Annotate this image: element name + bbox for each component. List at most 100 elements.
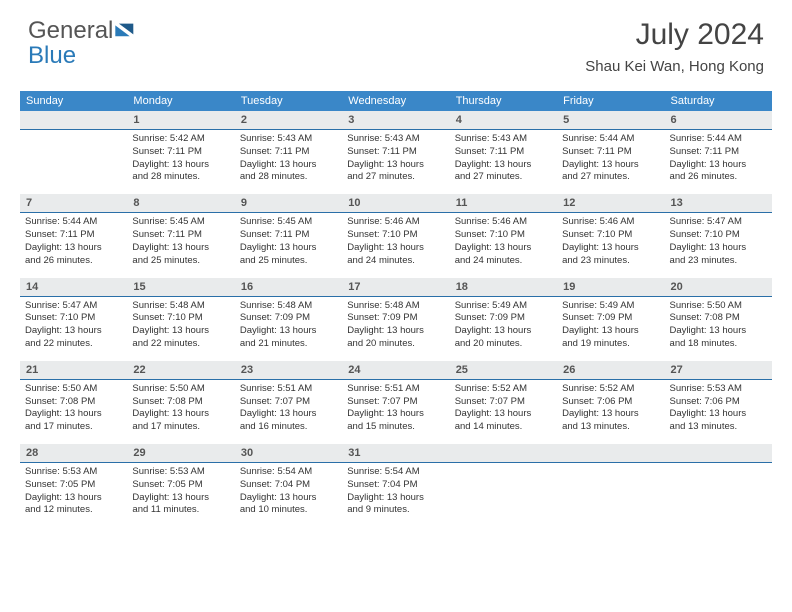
day-cell: Sunrise: 5:50 AMSunset: 7:08 PMDaylight:… bbox=[665, 296, 772, 361]
day-number: 15 bbox=[127, 278, 234, 297]
day-number bbox=[665, 444, 772, 463]
daylight-text: and 18 minutes. bbox=[670, 338, 767, 351]
daylight-text: Daylight: 13 hours bbox=[25, 408, 122, 421]
sunset-text: Sunset: 7:05 PM bbox=[25, 479, 122, 492]
day-cell: Sunrise: 5:54 AMSunset: 7:04 PMDaylight:… bbox=[235, 463, 342, 528]
sunset-text: Sunset: 7:10 PM bbox=[670, 229, 767, 242]
day-number: 24 bbox=[342, 361, 449, 380]
day-number: 3 bbox=[342, 111, 449, 130]
daylight-text: and 27 minutes. bbox=[562, 171, 659, 184]
sunset-text: Sunset: 7:11 PM bbox=[670, 146, 767, 159]
daylight-text: and 25 minutes. bbox=[240, 255, 337, 268]
sunset-text: Sunset: 7:10 PM bbox=[455, 229, 552, 242]
day-cell: Sunrise: 5:50 AMSunset: 7:08 PMDaylight:… bbox=[127, 379, 234, 444]
day-number: 27 bbox=[665, 361, 772, 380]
daylight-text: Daylight: 13 hours bbox=[670, 159, 767, 172]
sunrise-text: Sunrise: 5:52 AM bbox=[562, 383, 659, 396]
month-title: July 2024 bbox=[585, 18, 764, 52]
day-number bbox=[450, 444, 557, 463]
day-cell: Sunrise: 5:47 AMSunset: 7:10 PMDaylight:… bbox=[665, 213, 772, 278]
day-number: 30 bbox=[235, 444, 342, 463]
daylight-text: and 23 minutes. bbox=[670, 255, 767, 268]
sunrise-text: Sunrise: 5:47 AM bbox=[25, 300, 122, 313]
day-number: 7 bbox=[20, 194, 127, 213]
daylight-text: and 19 minutes. bbox=[562, 338, 659, 351]
sunrise-text: Sunrise: 5:46 AM bbox=[455, 216, 552, 229]
daynum-row: 21222324252627 bbox=[20, 361, 772, 380]
day-number: 29 bbox=[127, 444, 234, 463]
sunrise-text: Sunrise: 5:43 AM bbox=[455, 133, 552, 146]
daylight-text: and 9 minutes. bbox=[347, 504, 444, 517]
day-cell: Sunrise: 5:46 AMSunset: 7:10 PMDaylight:… bbox=[557, 213, 664, 278]
page-header: GeneralBlue July 2024 Shau Kei Wan, Hong… bbox=[0, 0, 792, 83]
day-cell bbox=[20, 130, 127, 195]
sunset-text: Sunset: 7:07 PM bbox=[455, 396, 552, 409]
daylight-text: and 28 minutes. bbox=[132, 171, 229, 184]
daylight-text: Daylight: 13 hours bbox=[240, 325, 337, 338]
day-number: 28 bbox=[20, 444, 127, 463]
daylight-text: Daylight: 13 hours bbox=[347, 159, 444, 172]
sunrise-text: Sunrise: 5:44 AM bbox=[562, 133, 659, 146]
day-number: 14 bbox=[20, 278, 127, 297]
daylight-text: and 14 minutes. bbox=[455, 421, 552, 434]
sunrise-text: Sunrise: 5:46 AM bbox=[562, 216, 659, 229]
sunrise-text: Sunrise: 5:53 AM bbox=[670, 383, 767, 396]
content-row: Sunrise: 5:42 AMSunset: 7:11 PMDaylight:… bbox=[20, 130, 772, 195]
sunrise-text: Sunrise: 5:48 AM bbox=[240, 300, 337, 313]
dayname: Wednesday bbox=[342, 91, 449, 111]
day-number: 16 bbox=[235, 278, 342, 297]
sunset-text: Sunset: 7:11 PM bbox=[132, 229, 229, 242]
daylight-text: Daylight: 13 hours bbox=[25, 242, 122, 255]
daylight-text: Daylight: 13 hours bbox=[240, 408, 337, 421]
sunset-text: Sunset: 7:08 PM bbox=[670, 312, 767, 325]
day-number: 20 bbox=[665, 278, 772, 297]
sunset-text: Sunset: 7:10 PM bbox=[25, 312, 122, 325]
daylight-text: and 12 minutes. bbox=[25, 504, 122, 517]
dayname: Friday bbox=[557, 91, 664, 111]
daylight-text: and 26 minutes. bbox=[25, 255, 122, 268]
day-number: 13 bbox=[665, 194, 772, 213]
daylight-text: Daylight: 13 hours bbox=[455, 325, 552, 338]
daylight-text: and 27 minutes. bbox=[455, 171, 552, 184]
day-cell: Sunrise: 5:53 AMSunset: 7:06 PMDaylight:… bbox=[665, 379, 772, 444]
daynum-row: 28293031 bbox=[20, 444, 772, 463]
sunset-text: Sunset: 7:11 PM bbox=[347, 146, 444, 159]
sunrise-text: Sunrise: 5:50 AM bbox=[670, 300, 767, 313]
dayname: Tuesday bbox=[235, 91, 342, 111]
daylight-text: and 13 minutes. bbox=[670, 421, 767, 434]
sunrise-text: Sunrise: 5:44 AM bbox=[25, 216, 122, 229]
sunrise-text: Sunrise: 5:54 AM bbox=[347, 466, 444, 479]
sunset-text: Sunset: 7:11 PM bbox=[562, 146, 659, 159]
sunrise-text: Sunrise: 5:48 AM bbox=[132, 300, 229, 313]
sunrise-text: Sunrise: 5:44 AM bbox=[670, 133, 767, 146]
daylight-text: Daylight: 13 hours bbox=[347, 408, 444, 421]
title-block: July 2024 Shau Kei Wan, Hong Kong bbox=[585, 18, 764, 75]
daylight-text: and 22 minutes. bbox=[25, 338, 122, 351]
calendar-table: Sunday Monday Tuesday Wednesday Thursday… bbox=[20, 91, 772, 527]
brand-logo: GeneralBlue bbox=[28, 18, 139, 68]
sunrise-text: Sunrise: 5:50 AM bbox=[132, 383, 229, 396]
daynum-row: 78910111213 bbox=[20, 194, 772, 213]
daylight-text: Daylight: 13 hours bbox=[132, 408, 229, 421]
daylight-text: and 24 minutes. bbox=[455, 255, 552, 268]
sunrise-text: Sunrise: 5:48 AM bbox=[347, 300, 444, 313]
daylight-text: Daylight: 13 hours bbox=[132, 325, 229, 338]
daylight-text: and 16 minutes. bbox=[240, 421, 337, 434]
daynum-row: 123456 bbox=[20, 111, 772, 130]
day-cell: Sunrise: 5:48 AMSunset: 7:09 PMDaylight:… bbox=[342, 296, 449, 361]
daylight-text: and 11 minutes. bbox=[132, 504, 229, 517]
sunset-text: Sunset: 7:09 PM bbox=[347, 312, 444, 325]
daylight-text: Daylight: 13 hours bbox=[562, 408, 659, 421]
sunrise-text: Sunrise: 5:51 AM bbox=[347, 383, 444, 396]
daylight-text: and 17 minutes. bbox=[132, 421, 229, 434]
day-number: 1 bbox=[127, 111, 234, 130]
day-number: 19 bbox=[557, 278, 664, 297]
day-cell bbox=[450, 463, 557, 528]
day-number: 2 bbox=[235, 111, 342, 130]
day-number: 5 bbox=[557, 111, 664, 130]
daylight-text: Daylight: 13 hours bbox=[455, 242, 552, 255]
daylight-text: Daylight: 13 hours bbox=[347, 242, 444, 255]
daylight-text: and 15 minutes. bbox=[347, 421, 444, 434]
daylight-text: Daylight: 13 hours bbox=[132, 492, 229, 505]
daylight-text: and 25 minutes. bbox=[132, 255, 229, 268]
